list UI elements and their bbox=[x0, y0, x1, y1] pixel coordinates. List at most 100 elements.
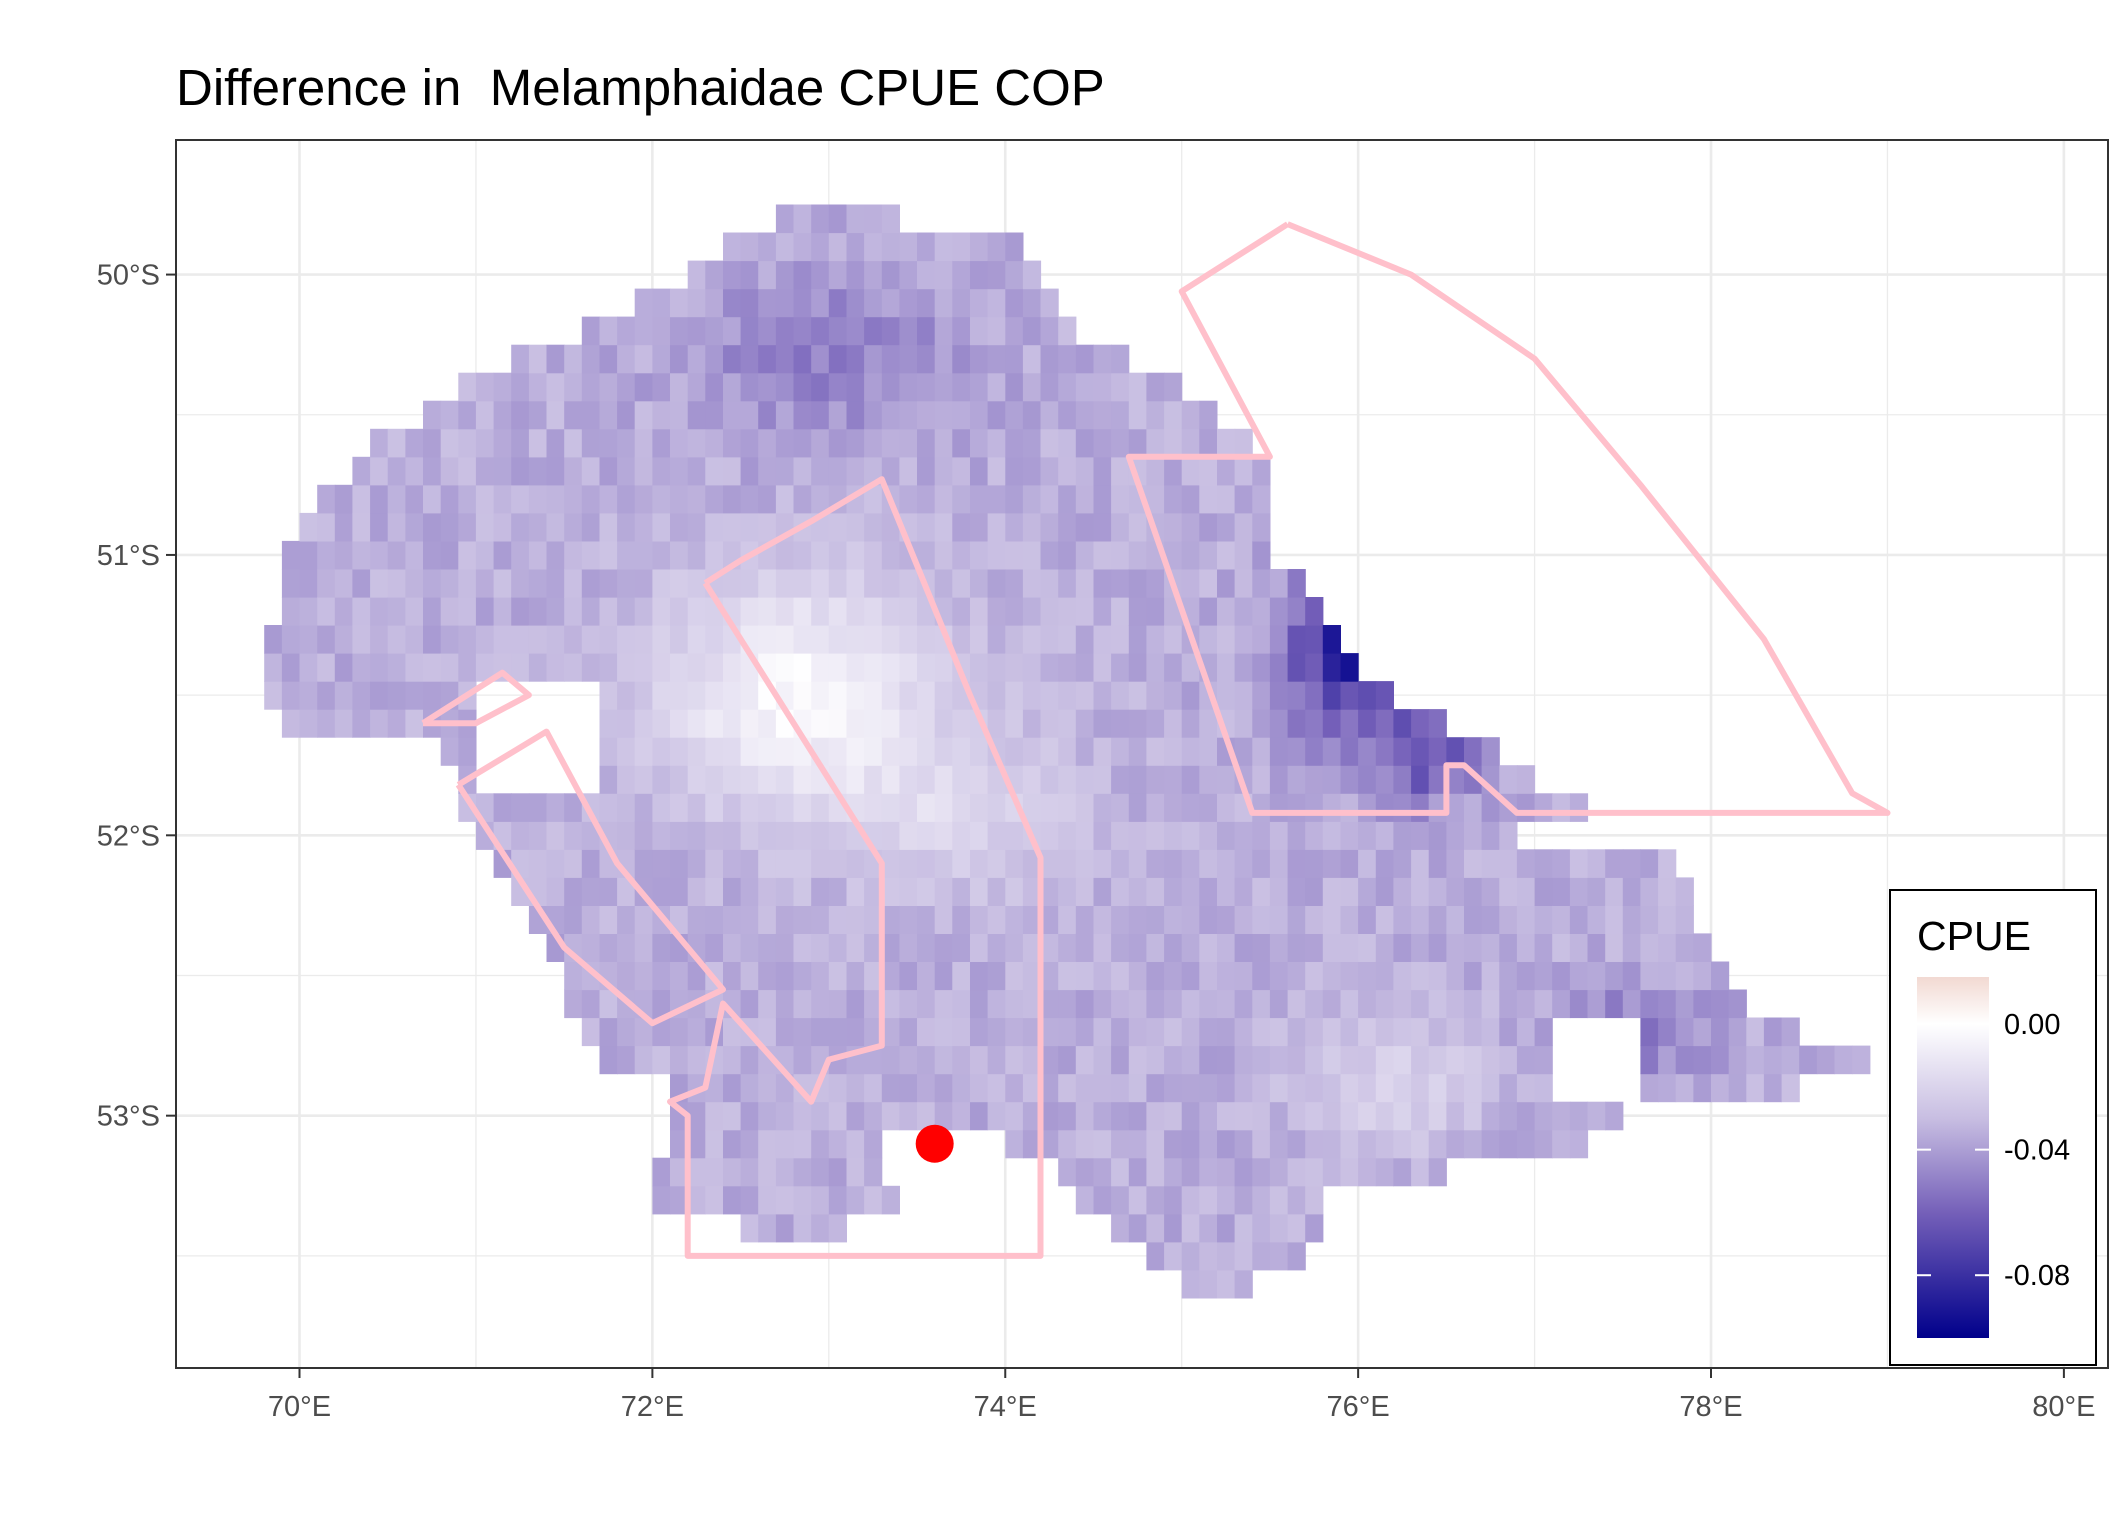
raster-cell bbox=[899, 232, 918, 262]
raster-cell bbox=[317, 540, 336, 570]
raster-cell bbox=[1481, 1101, 1500, 1131]
raster-cell bbox=[370, 540, 389, 570]
raster-cell bbox=[652, 1185, 671, 1215]
raster-cell bbox=[352, 569, 371, 598]
raster-cell bbox=[793, 456, 812, 486]
raster-cell bbox=[775, 737, 795, 766]
raster-cell bbox=[1128, 1073, 1147, 1103]
raster-cell bbox=[1375, 709, 1394, 738]
raster-cell bbox=[1569, 905, 1589, 934]
raster-cell bbox=[546, 456, 565, 486]
raster-cell bbox=[1763, 1045, 1783, 1075]
raster-cell bbox=[723, 933, 742, 962]
raster-cell bbox=[1075, 625, 1094, 654]
raster-cell bbox=[581, 597, 600, 626]
raster-cell bbox=[758, 1185, 777, 1215]
raster-cell bbox=[599, 877, 618, 906]
raster-cell bbox=[1516, 877, 1536, 906]
raster-cell bbox=[1464, 933, 1483, 962]
raster-cell bbox=[1058, 821, 1077, 850]
raster-cell bbox=[1022, 597, 1042, 626]
raster-cell bbox=[970, 1073, 989, 1103]
raster-cell bbox=[687, 316, 706, 346]
raster-cell bbox=[793, 428, 812, 458]
raster-cell bbox=[1305, 625, 1324, 654]
raster-cell bbox=[1181, 1157, 1200, 1187]
raster-cell bbox=[952, 1017, 971, 1047]
raster-cell bbox=[1287, 933, 1306, 962]
raster-cell bbox=[1464, 1101, 1483, 1131]
raster-cell bbox=[1464, 793, 1483, 822]
raster-cell bbox=[581, 428, 600, 458]
raster-cell bbox=[952, 961, 971, 991]
raster-cell bbox=[493, 428, 512, 458]
raster-cell bbox=[881, 709, 900, 738]
raster-cell bbox=[1022, 961, 1042, 991]
raster-cell bbox=[475, 456, 495, 486]
raster-cell bbox=[1252, 569, 1271, 598]
raster-cell bbox=[970, 765, 989, 794]
raster-cell bbox=[705, 260, 724, 290]
raster-cell bbox=[846, 737, 865, 766]
raster-cell bbox=[334, 681, 353, 710]
raster-cell bbox=[1146, 849, 1165, 878]
raster-cell bbox=[1093, 905, 1112, 934]
raster-cell bbox=[846, 540, 865, 570]
raster-cell bbox=[1269, 989, 1289, 1019]
raster-cell bbox=[1199, 456, 1218, 486]
raster-cell bbox=[1658, 849, 1677, 878]
raster-cell bbox=[1287, 681, 1306, 710]
raster-cell bbox=[1128, 512, 1147, 542]
raster-cell bbox=[1040, 288, 1059, 318]
raster-cell bbox=[634, 428, 653, 458]
raster-cell bbox=[1022, 1101, 1042, 1131]
raster-cell bbox=[775, 316, 795, 346]
raster-cell bbox=[1499, 933, 1518, 962]
raster-cell bbox=[934, 681, 953, 710]
raster-cell bbox=[1746, 1017, 1765, 1047]
raster-cell bbox=[1075, 1073, 1094, 1103]
raster-cell bbox=[475, 484, 495, 514]
raster-cell bbox=[1058, 961, 1077, 991]
raster-cell bbox=[1075, 1101, 1094, 1131]
raster-cell bbox=[1075, 737, 1094, 766]
raster-cell bbox=[1252, 933, 1271, 962]
raster-cell bbox=[1075, 1129, 1094, 1159]
raster-cell bbox=[864, 765, 883, 794]
raster-cell bbox=[1022, 625, 1042, 654]
raster-cell bbox=[1217, 1073, 1236, 1103]
raster-cell bbox=[1093, 765, 1112, 794]
raster-cell bbox=[1146, 400, 1165, 430]
raster-cell bbox=[811, 1129, 830, 1159]
raster-cell bbox=[1234, 849, 1253, 878]
raster-cell bbox=[1516, 905, 1536, 934]
raster-cell bbox=[599, 989, 618, 1019]
raster-cell bbox=[1640, 961, 1659, 991]
raster-cell bbox=[1058, 709, 1077, 738]
raster-cell bbox=[334, 709, 353, 738]
raster-cell bbox=[917, 1073, 936, 1103]
raster-cell bbox=[828, 260, 847, 290]
raster-cell bbox=[899, 989, 918, 1019]
raster-cell bbox=[1375, 961, 1394, 991]
raster-cell bbox=[1040, 681, 1059, 710]
raster-cell bbox=[1340, 1129, 1359, 1159]
x-tick-label: 78°E bbox=[1679, 1391, 1742, 1423]
raster-cell bbox=[281, 569, 301, 598]
raster-cell bbox=[564, 793, 583, 822]
raster-cell bbox=[1781, 1073, 1800, 1103]
raster-cell bbox=[828, 905, 847, 934]
raster-cell bbox=[1252, 737, 1271, 766]
raster-cell bbox=[546, 793, 565, 822]
raster-cell bbox=[581, 1017, 600, 1047]
raster-cell bbox=[581, 540, 600, 570]
raster-cell bbox=[934, 569, 953, 598]
y-tick-label: 51°S bbox=[97, 540, 160, 572]
raster-cell bbox=[1005, 597, 1024, 626]
raster-cell bbox=[1799, 1045, 1818, 1075]
raster-cell bbox=[652, 344, 671, 374]
raster-cell bbox=[1005, 681, 1024, 710]
raster-cell bbox=[1022, 653, 1042, 682]
raster-cell bbox=[1128, 793, 1147, 822]
raster-cell bbox=[864, 737, 883, 766]
